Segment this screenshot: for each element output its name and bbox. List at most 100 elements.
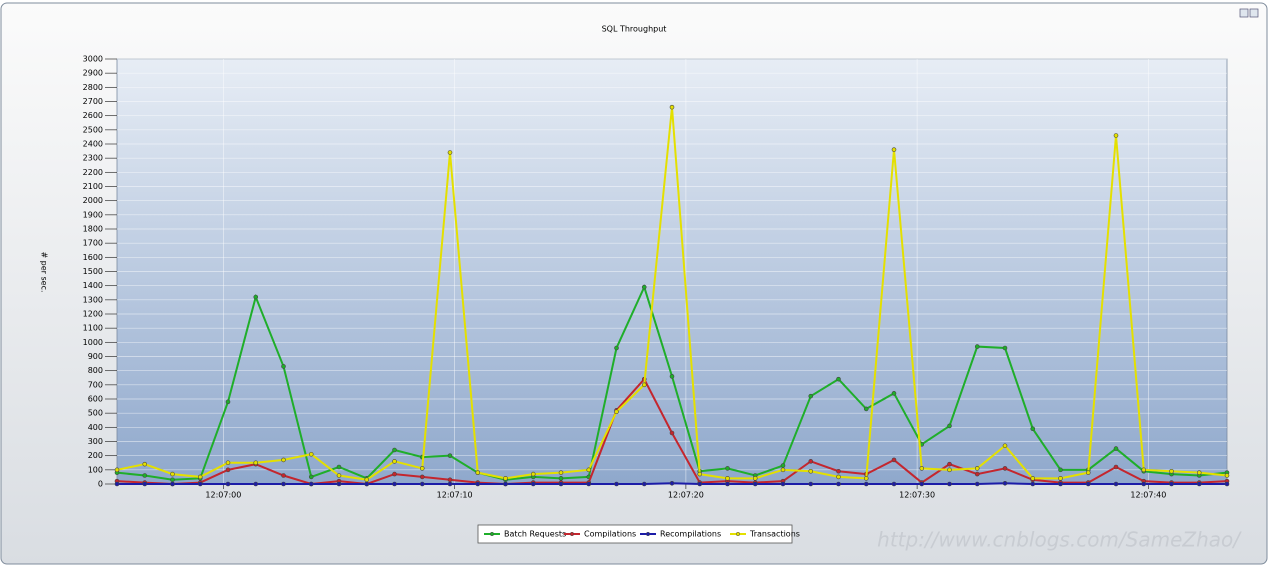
data-point <box>836 376 841 382</box>
data-point <box>142 461 148 467</box>
data-point <box>1030 481 1036 487</box>
data-point <box>1224 481 1230 487</box>
data-point <box>947 481 952 487</box>
y-tick-label: 2900 <box>83 69 103 78</box>
data-point <box>974 344 980 349</box>
data-point <box>419 466 425 471</box>
data-point <box>281 364 286 369</box>
data-point <box>530 471 536 477</box>
data-point <box>586 481 592 487</box>
chart-title: SQL Throughput <box>602 25 667 34</box>
data-point <box>1085 481 1091 487</box>
y-tick-label: 2800 <box>83 83 103 92</box>
y-tick-label: 1700 <box>83 239 103 248</box>
y-tick-label: 3000 <box>83 55 103 64</box>
y-tick-label: 1100 <box>83 324 103 333</box>
data-point <box>891 481 897 487</box>
data-point <box>1196 481 1202 487</box>
data-point <box>308 474 314 480</box>
restore-button[interactable] <box>1239 8 1249 18</box>
data-point <box>475 470 481 475</box>
data-point <box>336 481 342 487</box>
data-point <box>669 374 675 379</box>
legend-marker <box>489 531 495 537</box>
data-point <box>1169 468 1174 474</box>
data-point <box>253 460 259 466</box>
data-point <box>586 467 592 473</box>
data-point <box>1002 345 1008 351</box>
data-point <box>1169 481 1174 487</box>
y-tick-label: 800 <box>88 366 103 375</box>
legend-label: Compilations <box>584 530 636 539</box>
data-point <box>170 477 175 483</box>
data-point <box>530 481 536 487</box>
y-tick-label: 1600 <box>83 253 103 262</box>
data-point <box>308 451 314 457</box>
data-point <box>1113 481 1119 487</box>
data-point <box>1224 473 1230 478</box>
data-point <box>364 477 370 483</box>
data-point <box>1141 467 1147 473</box>
data-point <box>281 473 286 478</box>
data-point <box>725 481 730 487</box>
data-point <box>808 481 814 487</box>
data-point <box>836 481 841 487</box>
data-point <box>281 457 286 463</box>
y-axis-label: # per sec. <box>40 251 49 292</box>
data-point <box>947 461 952 467</box>
data-point <box>808 459 814 464</box>
legend-marker <box>735 531 741 537</box>
data-point <box>891 147 897 152</box>
data-point <box>1058 467 1063 473</box>
data-point <box>475 481 481 487</box>
data-point <box>225 481 231 487</box>
data-point <box>1030 426 1036 432</box>
y-tick-label: 500 <box>88 409 103 418</box>
data-point <box>419 481 425 487</box>
data-point <box>1113 446 1119 451</box>
legend-label: Recompilations <box>660 530 721 539</box>
y-tick-label: 1300 <box>83 295 103 304</box>
data-point <box>836 474 841 480</box>
y-tick-label: 200 <box>88 451 103 460</box>
data-point <box>1196 470 1202 475</box>
data-point <box>142 473 148 478</box>
legend-marker <box>645 531 651 537</box>
data-point <box>725 476 730 481</box>
close-button[interactable] <box>1249 8 1259 18</box>
data-point <box>1141 481 1147 487</box>
data-point <box>447 481 453 487</box>
data-point <box>891 457 897 463</box>
data-point <box>392 459 397 464</box>
data-point <box>808 393 814 399</box>
data-point <box>614 409 619 415</box>
y-tick-label: 2600 <box>83 111 103 120</box>
data-point <box>947 467 952 473</box>
x-tick-label: 12:07:20 <box>668 491 704 500</box>
data-point <box>697 481 703 487</box>
y-tick-label: 2700 <box>83 97 103 106</box>
data-point <box>919 481 925 487</box>
data-point <box>225 467 231 473</box>
y-tick-label: 2400 <box>83 140 103 149</box>
data-point <box>1113 133 1119 138</box>
data-point <box>919 466 925 471</box>
y-tick-label: 2200 <box>83 168 103 177</box>
data-point <box>281 481 286 487</box>
data-point <box>392 481 397 487</box>
data-point <box>447 453 453 458</box>
data-point <box>891 391 897 396</box>
y-tick-label: 1200 <box>83 310 103 319</box>
data-point <box>558 470 564 475</box>
data-point <box>1030 476 1036 481</box>
data-point <box>1002 466 1008 471</box>
data-point <box>114 467 120 473</box>
data-point <box>392 447 397 453</box>
data-point <box>614 481 619 487</box>
x-tick-label: 12:07:00 <box>205 491 241 500</box>
data-point <box>503 481 508 487</box>
data-point <box>253 294 259 300</box>
data-point <box>752 476 758 481</box>
data-point <box>336 464 342 470</box>
